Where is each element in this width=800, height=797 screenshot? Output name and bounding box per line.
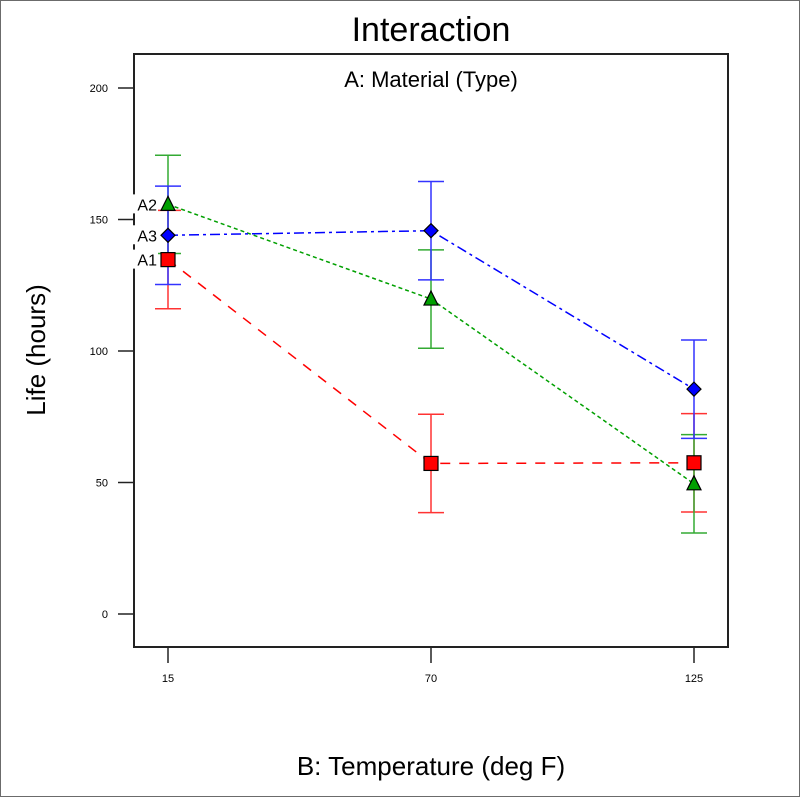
series-labels: A1 A2 A3 (132, 194, 158, 270)
marker-a1 (423, 455, 439, 472)
y-tick-label: 100 (90, 346, 108, 358)
marker-a2 (160, 195, 176, 211)
x-tick-label: 70 (425, 673, 437, 685)
series-label-a3: A3 (137, 228, 157, 245)
y-axis-ticks: 0 50 100 150 200 (90, 83, 134, 621)
marker-a3 (160, 227, 176, 244)
chart-subtitle: A: Material (Type) (344, 67, 518, 92)
series-label-bg (132, 194, 158, 214)
x-tick-label: 125 (685, 673, 703, 685)
y-axis-label: Life (hours) (21, 284, 51, 416)
marker-a3 (686, 381, 702, 397)
marker-a1 (160, 252, 176, 268)
marker-a1 (686, 455, 702, 471)
series-label-bg (132, 249, 158, 269)
marker-a3 (423, 222, 439, 239)
series-label-a1: A1 (137, 253, 157, 270)
chart-title: Interaction (352, 11, 511, 49)
series-line-a3 (167, 229, 695, 390)
y-tick-label: 150 (90, 215, 108, 227)
y-tick-label: 0 (102, 609, 108, 621)
y-tick-label: 50 (96, 478, 108, 490)
series-markers (160, 195, 702, 491)
y-tick-label: 200 (90, 83, 108, 95)
x-tick-label: 15 (162, 673, 174, 685)
series-label-a2: A2 (137, 197, 157, 214)
marker-a2 (423, 289, 439, 306)
x-axis-label: B: Temperature (deg F) (297, 751, 565, 781)
series-label-bg (132, 225, 158, 245)
marker-a2 (686, 474, 702, 491)
x-axis-ticks: 15 70 125 (162, 647, 703, 685)
plot-area (133, 53, 729, 648)
series-line-a2 (167, 203, 695, 485)
